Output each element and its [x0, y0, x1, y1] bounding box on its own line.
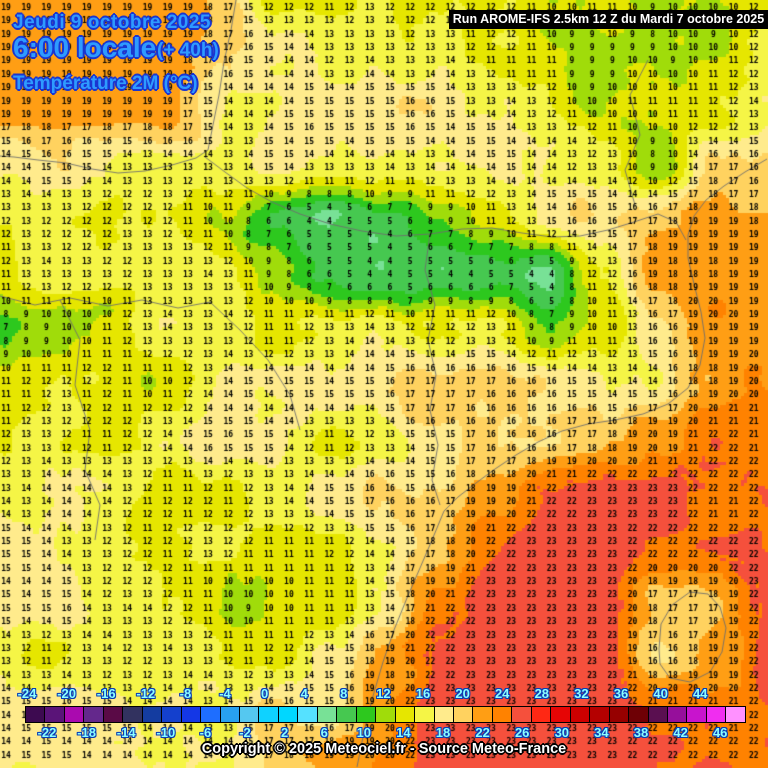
scale-label-top: 12: [376, 686, 391, 701]
color-scale-segment: [220, 707, 240, 722]
scale-label-top: -16: [96, 686, 116, 701]
scale-label-bottom: 34: [594, 725, 609, 740]
scale-label-top: 4: [300, 686, 308, 701]
color-scale-segment: [142, 707, 163, 722]
color-scale-segment: [667, 707, 688, 722]
color-scale-segment: [648, 707, 668, 722]
color-scale-segment: [64, 707, 85, 722]
scale-label-bottom: 6: [320, 725, 328, 740]
scale-label-bottom: -18: [77, 725, 96, 740]
color-scale-bar: [25, 706, 746, 723]
forecast-date-label: Jeudi 9 octobre 2025: [13, 12, 211, 33]
color-scale-segment: [629, 707, 649, 722]
color-scale-segment: [706, 707, 727, 722]
color-scale-segment: [162, 707, 182, 722]
scale-label-top: 40: [653, 686, 668, 701]
scale-label-bottom: 42: [673, 725, 688, 740]
color-scale-segment: [434, 707, 454, 722]
color-scale-segment: [278, 707, 299, 722]
forecast-offset-label: (+ 40h): [157, 40, 219, 61]
color-scale-segment: [492, 707, 513, 722]
color-scale-segment: [103, 707, 124, 722]
scale-label-top: 20: [455, 686, 470, 701]
scale-label-top: 8: [340, 686, 348, 701]
color-scale-segment: [570, 707, 591, 722]
scale-label-bottom: -6: [199, 725, 212, 740]
color-scale-segment: [337, 707, 357, 722]
copyright-label: Copyright © 2025 Meteociel.fr - Source M…: [201, 741, 567, 757]
color-scale-segment: [609, 707, 630, 722]
scale-label-bottom: 22: [475, 725, 490, 740]
color-scale-segment: [298, 707, 318, 722]
scale-label-bottom: -10: [156, 725, 176, 740]
forecast-time-label: 6:00 locale: [13, 32, 157, 63]
scale-label-top: 36: [613, 686, 629, 701]
scale-label-bottom: 2: [280, 725, 289, 740]
color-scale-segment: [415, 707, 435, 722]
color-scale-segment: [201, 707, 221, 722]
scale-label-top: -24: [17, 686, 37, 701]
scale-label-bottom: 38: [633, 725, 649, 740]
scale-label-bottom: 46: [712, 725, 728, 740]
scale-label-bottom: -22: [37, 725, 57, 740]
model-run-banner: Run AROME-IFS 2.5km 12 Z du Mardi 7 octo…: [449, 10, 768, 29]
color-scale-segment: [26, 707, 46, 722]
color-scale-segment: [259, 707, 279, 722]
scale-label-top: -4: [219, 686, 231, 701]
color-scale-segment: [317, 707, 338, 722]
color-scale-segment: [181, 707, 202, 722]
scale-label-bottom: 30: [554, 725, 570, 740]
color-scale-segment: [123, 707, 143, 722]
scale-label-top: 32: [574, 686, 589, 701]
color-scale-segment: [45, 707, 65, 722]
scale-label-top: 28: [534, 686, 550, 701]
scale-label-bottom: 26: [514, 725, 530, 740]
scale-label-top: 0: [260, 686, 269, 701]
color-scale-segment: [239, 707, 260, 722]
scale-label-top: -20: [57, 686, 76, 701]
variable-label: Température 2M (°C): [13, 73, 198, 94]
color-scale-segment: [687, 707, 707, 722]
scale-label-bottom: 14: [396, 725, 411, 740]
color-scale-segment: [453, 707, 474, 722]
scale-label-bottom: -2: [239, 725, 251, 740]
color-scale-segment: [512, 707, 532, 722]
color-scale-segment: [356, 707, 377, 722]
color-scale-segment: [395, 707, 416, 722]
scale-label-top: 16: [415, 686, 431, 701]
scale-label-top: 24: [494, 686, 510, 701]
scale-label-top: -8: [179, 686, 192, 701]
color-scale-segment: [473, 707, 493, 722]
color-scale-segment: [84, 707, 104, 722]
scale-label-bottom: 10: [356, 725, 372, 740]
scale-label-top: 44: [692, 686, 708, 701]
color-scale-segment: [531, 707, 552, 722]
color-scale-segment: [590, 707, 610, 722]
scale-label-top: -12: [136, 686, 156, 701]
scale-label-bottom: 18: [435, 725, 451, 740]
color-scale-segment: [376, 707, 396, 722]
color-scale-segment: [726, 707, 745, 722]
scale-label-bottom: -14: [116, 725, 136, 740]
color-scale-segment: [551, 707, 571, 722]
